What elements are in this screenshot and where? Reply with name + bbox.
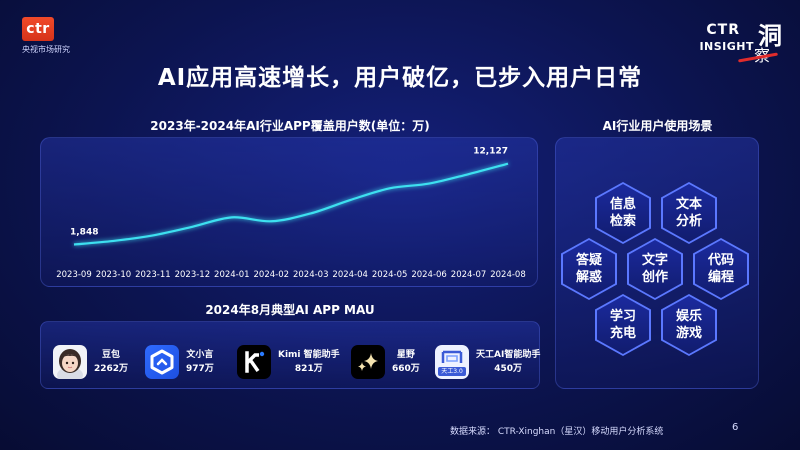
page-title: AI应用高速增长，用户破亿，已步入用户日常 xyxy=(157,65,643,91)
scene-label: 游戏 xyxy=(675,326,702,341)
data-point xyxy=(389,187,391,189)
mau-panel: 豆包 2262万 文小言 977万 Kimi 智能助手 821万 xyxy=(40,321,540,389)
app-mau: 2262万 xyxy=(94,364,129,374)
chart-panel xyxy=(40,137,538,287)
data-point xyxy=(112,240,114,242)
data-label: 12,127 xyxy=(473,147,508,157)
data-point xyxy=(231,216,233,218)
scene-label: 检索 xyxy=(609,214,636,229)
ctr-insight-logo: CTR INSIGHT 洞 察 xyxy=(684,16,784,66)
scene-label: 学习 xyxy=(609,309,636,324)
mau-title: 2024年8月典型AI APP MAU xyxy=(205,303,375,317)
ctr-logo-subtitle: 央视市场研究 xyxy=(22,45,70,54)
app-mau: 660万 xyxy=(392,364,420,374)
scene-panel: 信息检索 文本分析 答疑解惑 文字创作 代码编程 学习充电 娱乐游戏 xyxy=(555,137,759,389)
x-tick-label: 2023-10 xyxy=(96,270,132,280)
scene-hex-learning: 学习 充电 xyxy=(595,294,651,356)
scene-label: 答疑 xyxy=(575,253,602,268)
chart-title: 2023年-2024年AI行业APP覆盖用户数(单位：万) xyxy=(150,119,430,133)
scene-label: 文本 xyxy=(675,197,702,212)
scene-label: 创作 xyxy=(641,270,668,285)
data-point xyxy=(349,199,351,201)
scene-hex-coding: 代码 编程 xyxy=(693,238,749,300)
kimi-icon xyxy=(237,345,271,379)
app-mau: 977万 xyxy=(186,364,214,374)
data-point xyxy=(310,212,312,214)
x-tick-label: 2024-04 xyxy=(332,270,368,280)
xingye-sparkle-icon xyxy=(351,345,385,379)
app-name: 天工AI智能助手 xyxy=(476,350,541,360)
tiangong-icon: 天工3.0 xyxy=(435,345,469,379)
data-point xyxy=(507,163,509,165)
x-tick-label: 2024-03 xyxy=(293,270,329,280)
data-label: 1,848 xyxy=(70,227,98,237)
scene-label: 编程 xyxy=(707,270,734,285)
tiangong-badge: 天工3.0 xyxy=(441,368,463,375)
x-tick-label: 2024-02 xyxy=(254,270,290,280)
scene-hex-text-analysis: 文本 分析 xyxy=(661,182,717,244)
insight-logo-cn-1: 洞 xyxy=(758,21,782,50)
x-tick-label: 2024-06 xyxy=(411,270,447,280)
app-wenxiaoyan: 文小言 977万 xyxy=(145,342,214,382)
app-kimi: Kimi 智能助手 821万 xyxy=(237,342,340,382)
app-xingye: 星野 660万 xyxy=(351,342,420,382)
scene-label: 信息 xyxy=(609,197,636,212)
scene-hex-entertainment: 娱乐 游戏 xyxy=(661,294,717,356)
line-chart: 2023-09 2023-10 2023-11 2023-12 2024-01 2024-… xyxy=(56,147,526,280)
scene-label: 娱乐 xyxy=(675,309,702,324)
scene-label: 充电 xyxy=(609,326,636,341)
app-mau: 821万 xyxy=(294,364,323,374)
app-mau: 450万 xyxy=(494,364,523,374)
x-tick-label: 2024-07 xyxy=(451,270,487,280)
series-line xyxy=(73,162,509,246)
insight-logo-ctr: CTR xyxy=(706,22,740,38)
scene-title: AI行业用户使用场景 xyxy=(602,119,713,133)
scene-label: 代码 xyxy=(707,253,734,268)
scene-label: 解惑 xyxy=(575,270,602,285)
scene-label: 分析 xyxy=(675,214,702,229)
data-point xyxy=(191,226,193,228)
ctr-logo-badge: ctr xyxy=(22,17,54,41)
x-tick-label: 2023-09 xyxy=(56,270,92,280)
app-name: Kimi 智能助手 xyxy=(278,350,340,360)
data-point xyxy=(152,234,154,236)
wenxiaoyan-icon xyxy=(145,345,179,379)
scene-hex-info-search: 信息 检索 xyxy=(595,182,651,244)
scene-hex-writing: 文字 创作 xyxy=(627,238,683,300)
app-name: 星野 xyxy=(396,350,415,360)
ctr-logo: ctr xyxy=(22,17,54,47)
insight-logo-insight: INSIGHT xyxy=(699,40,754,53)
app-name: 豆包 xyxy=(102,350,121,360)
doubao-avatar-icon xyxy=(53,345,87,379)
data-point xyxy=(428,183,430,185)
app-name: 文小言 xyxy=(186,350,214,360)
data-point xyxy=(468,173,470,175)
app-tiangong: 天工3.0 天工AI智能助手 450万 xyxy=(435,342,540,382)
scene-hex-qa: 答疑 解惑 xyxy=(561,238,617,300)
scene-label: 文字 xyxy=(641,253,668,268)
app-doubao: 豆包 2262万 xyxy=(53,342,128,382)
x-tick-label: 2024-08 xyxy=(490,270,526,280)
x-tick-label: 2023-11 xyxy=(135,270,171,280)
x-tick-label: 2024-01 xyxy=(214,270,250,280)
x-tick-label: 2023-12 xyxy=(175,270,211,280)
data-source: 数据来源： CTR-Xinghan（星汉）移动用户分析系统 xyxy=(450,427,664,437)
data-point xyxy=(270,220,272,222)
data-point xyxy=(73,243,75,245)
page-number: 6 xyxy=(732,422,739,433)
x-tick-label: 2024-05 xyxy=(372,270,408,280)
